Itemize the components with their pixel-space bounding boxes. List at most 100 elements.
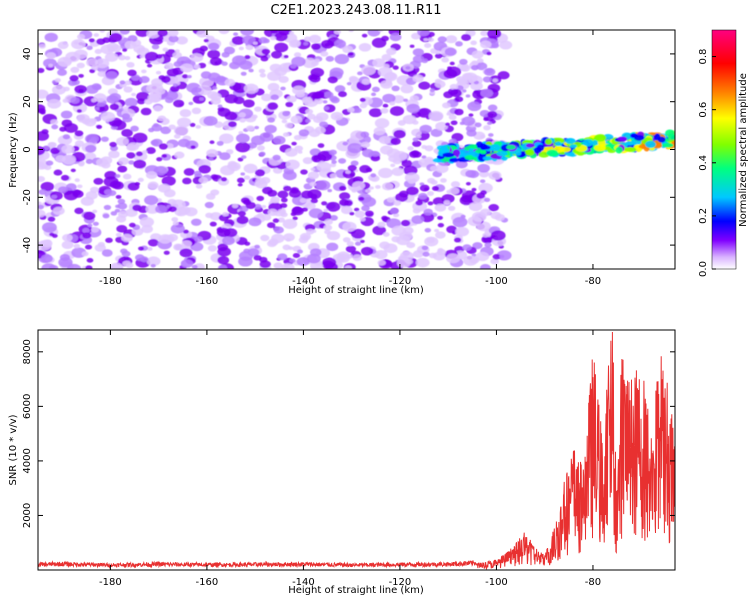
heatmap-cell [216, 227, 231, 238]
heatmap-cell [544, 138, 553, 145]
heatmap-cell [280, 203, 288, 209]
spectrogram-y-tick-label: 0 [22, 146, 33, 152]
heatmap-cell [372, 58, 386, 68]
heatmap-cell [525, 143, 535, 148]
heatmap-cell [301, 96, 313, 105]
heatmap-cell [195, 184, 203, 189]
heatmap-cell [471, 187, 477, 192]
heatmap-cell [461, 116, 476, 126]
heatmap-cell [92, 221, 99, 226]
heatmap-cell [267, 102, 279, 110]
heatmap-cell [476, 192, 486, 199]
heatmap-cell [116, 137, 129, 146]
heatmap-cell [352, 254, 363, 261]
heatmap-cell [381, 215, 388, 221]
heatmap-cell [418, 81, 431, 90]
heatmap-cell [61, 240, 74, 250]
heatmap-cell [472, 242, 483, 250]
heatmap-cell [499, 254, 505, 259]
heatmap-cell [369, 186, 374, 190]
colorbar: 0.0 0.2 0.4 0.6 0.8 Normalized spectral ampl… [698, 29, 749, 277]
heatmap-cell [141, 69, 147, 74]
heatmap-cell [283, 233, 295, 242]
heatmap-cell [204, 201, 214, 209]
heatmap-cell [217, 264, 228, 269]
heatmap-cell [302, 157, 313, 165]
heatmap-cell [138, 246, 145, 251]
heatmap-cell [114, 208, 121, 213]
heatmap-cell [450, 120, 458, 126]
heatmap-cell [117, 165, 128, 173]
heatmap-cell [199, 45, 209, 52]
heatmap-cell [121, 113, 131, 120]
heatmap-cell [124, 40, 137, 50]
heatmap-cell [326, 242, 339, 252]
heatmap-cell [86, 258, 94, 263]
snr-y-tick-label: 2000 [22, 503, 33, 528]
heatmap-cell [55, 155, 66, 163]
heatmap-cell [41, 263, 56, 269]
heatmap-cell [340, 206, 353, 215]
heatmap-cell [476, 58, 484, 63]
heatmap-cell [124, 56, 131, 61]
heatmap-cell [279, 62, 294, 73]
heatmap-cell [447, 205, 456, 211]
heatmap-cell [427, 191, 434, 196]
heatmap-cell [38, 201, 42, 206]
heatmap-cell [434, 80, 446, 89]
heatmap-cell [492, 78, 499, 83]
heatmap-cell [254, 106, 262, 112]
heatmap-cell [449, 83, 459, 90]
heatmap-cell [232, 82, 248, 94]
heatmap-cell [170, 223, 185, 234]
heatmap-cell [478, 182, 493, 193]
heatmap-cell [243, 248, 251, 254]
heatmap-cell [449, 61, 455, 66]
heatmap-cell [170, 85, 180, 93]
heatmap-cell [475, 62, 488, 71]
heatmap-cell [418, 192, 428, 200]
heatmap-cell [76, 184, 83, 189]
heatmap-cell [450, 181, 461, 188]
heatmap-cell [103, 204, 112, 210]
heatmap-cell [361, 148, 374, 158]
heatmap-cell [182, 229, 189, 234]
heatmap-cell [370, 92, 377, 97]
heatmap-cell [326, 201, 341, 212]
heatmap-cell [459, 58, 468, 65]
heatmap-cell [197, 85, 212, 96]
heatmap-cell [374, 118, 390, 129]
heatmap-cell [310, 198, 318, 204]
heatmap-cell [57, 41, 69, 50]
heatmap-cell [667, 134, 675, 140]
heatmap-cell [66, 263, 82, 269]
heatmap-cell [254, 169, 266, 177]
heatmap-cell [274, 32, 288, 42]
heatmap-cell [400, 84, 414, 94]
heatmap-cell [273, 226, 284, 234]
heatmap-cell [430, 165, 438, 172]
heatmap-cell [327, 76, 338, 84]
snr-x-tick-label: -160 [196, 577, 219, 588]
heatmap-cell [421, 245, 429, 251]
heatmap-cell [271, 50, 283, 59]
heatmap-cell [50, 119, 59, 125]
heatmap-cell [392, 65, 399, 70]
heatmap-cell [177, 212, 183, 216]
heatmap-cell [247, 248, 260, 257]
spectrogram-x-ticks: -180 -160 -140 -120 -100 -80 [99, 30, 601, 287]
heatmap-cell [435, 163, 449, 174]
heatmap-cell [221, 51, 230, 58]
heatmap-cell [594, 144, 606, 152]
heatmap-cell [624, 147, 637, 152]
heatmap-cell [200, 71, 212, 79]
heatmap-cell [145, 204, 160, 214]
heatmap-cell [360, 141, 371, 148]
colorbar-label: Normalized spectral amplitude [738, 73, 749, 227]
heatmap-cell [409, 44, 415, 48]
heatmap-cell [300, 169, 308, 175]
heatmap-cell [480, 264, 491, 269]
heatmap-cell [334, 54, 350, 65]
heatmap-cell [427, 201, 434, 206]
heatmap-cell [411, 215, 425, 225]
